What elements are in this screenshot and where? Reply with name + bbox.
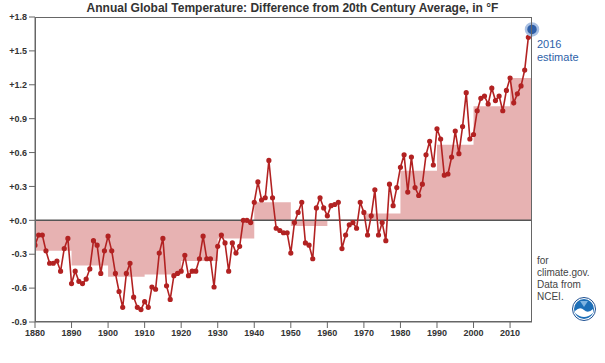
html-text:climate.gov.: climate.gov. — [537, 267, 590, 278]
svg-text:+0.3: +0.3 — [9, 182, 27, 192]
svg-text:-0.9: -0.9 — [11, 317, 27, 327]
svg-text:2000: 2000 — [464, 328, 484, 338]
html-text:2016 estimate: 2016 estimate — [537, 38, 579, 63]
html-text:for: for — [537, 255, 549, 266]
svg-text:+0.0: +0.0 — [9, 216, 27, 226]
svg-text:1890: 1890 — [62, 328, 82, 338]
html-text:Data from: Data from — [537, 279, 581, 290]
svg-text:1930: 1930 — [208, 328, 228, 338]
svg-text:+1.2: +1.2 — [9, 80, 27, 90]
svg-text:+0.9: +0.9 — [9, 114, 27, 124]
svg-text:1990: 1990 — [427, 328, 447, 338]
svg-text:1880: 1880 — [25, 328, 45, 338]
svg-text:+1.5: +1.5 — [9, 46, 27, 56]
svg-text:1900: 1900 — [98, 328, 118, 338]
svg-text:2010: 2010 — [500, 328, 520, 338]
svg-text:1970: 1970 — [354, 328, 374, 338]
svg-text:1980: 1980 — [390, 328, 410, 338]
svg-text:-0.6: -0.6 — [11, 283, 27, 293]
html-text:Annual Global Temperature: Dif: Annual Global Temperature: Difference fr… — [86, 1, 499, 15]
html-text:NCEI.: NCEI. — [537, 291, 564, 302]
svg-text:-0.3: -0.3 — [11, 249, 27, 259]
svg-text:1910: 1910 — [135, 328, 155, 338]
svg-text:1960: 1960 — [317, 328, 337, 338]
svg-text:+0.6: +0.6 — [9, 148, 27, 158]
svg-text:+1.8: +1.8 — [9, 12, 27, 22]
svg-text:1940: 1940 — [244, 328, 264, 338]
svg-text:1950: 1950 — [281, 328, 301, 338]
svg-text:1920: 1920 — [171, 328, 191, 338]
